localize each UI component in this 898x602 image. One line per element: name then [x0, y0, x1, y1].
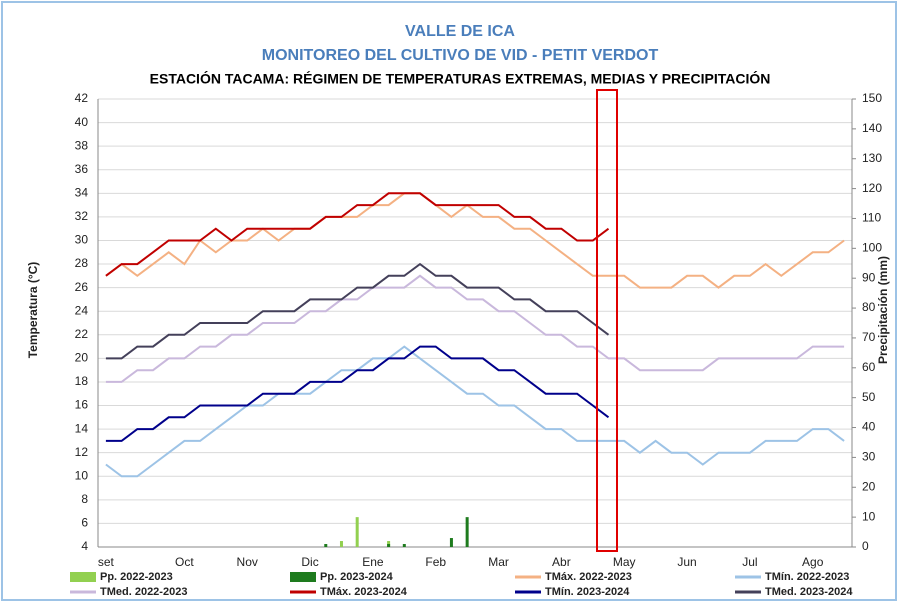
y2-tick-label: 50	[862, 390, 876, 404]
y-tick-label: 40	[75, 115, 89, 129]
x-tick-label: Jul	[742, 555, 757, 569]
y2-tick-label: 130	[862, 151, 882, 165]
y-tick-label: 18	[75, 374, 89, 388]
series-line	[105, 192, 610, 277]
y-tick-label: 36	[75, 162, 89, 176]
series-line	[105, 345, 845, 478]
y-tick-label: 24	[75, 303, 89, 317]
series-line	[105, 192, 845, 289]
y-tick-label: 34	[75, 185, 89, 199]
x-tick-label: Nov	[237, 555, 258, 569]
y2-tick-label: 110	[862, 211, 881, 225]
title: VALLE DE ICA	[405, 23, 515, 40]
precip-bar	[324, 544, 328, 547]
y-axis-label: Temperatura (°C)	[26, 262, 40, 359]
legend-label: TMín. 2023-2024	[545, 586, 630, 598]
x-tick-label: Mar	[488, 555, 509, 569]
legend-label: TMáx. 2022-2023	[545, 571, 632, 583]
y-tick-label: 38	[75, 138, 89, 152]
precip-bar	[339, 541, 343, 547]
y-tick-label: 30	[75, 233, 89, 247]
x-tick-label: Ene	[362, 555, 384, 569]
y2-tick-label: 20	[862, 479, 876, 493]
precip-bar	[465, 517, 469, 547]
y2-tick-label: 150	[862, 91, 882, 105]
y2-tick-label: 70	[862, 330, 876, 344]
y-tick-label: 22	[75, 327, 89, 341]
legend-swatch	[290, 572, 316, 582]
series-line	[105, 274, 845, 383]
series-line	[105, 262, 610, 360]
precip-bar	[402, 544, 406, 547]
x-tick-label: Ago	[802, 555, 824, 569]
x-tick-label: Feb	[425, 555, 446, 569]
y2-tick-label: 120	[862, 181, 882, 195]
y-tick-label: 10	[75, 468, 89, 482]
chart-title: ESTACIÓN TACAMA: RÉGIMEN DE TEMPERATURAS…	[150, 70, 771, 87]
precip-bar	[449, 538, 453, 547]
y-tick-label: 28	[75, 256, 89, 270]
y2-axis-label: Precipitación (mm)	[876, 256, 890, 364]
legend-label: Pp. 2023-2024	[320, 571, 394, 583]
legend-swatch	[70, 572, 96, 582]
subtitle: MONITOREO DEL CULTIVO DE VID - PETIT VER…	[262, 47, 659, 64]
x-tick-label: Oct	[175, 555, 194, 569]
y2-tick-label: 0	[862, 539, 869, 553]
y2-tick-label: 40	[862, 420, 876, 434]
x-tick-label: Dic	[301, 555, 318, 569]
y-tick-label: 16	[75, 398, 89, 412]
y-tick-label: 12	[75, 445, 89, 459]
y2-tick-label: 140	[862, 121, 882, 135]
y2-tick-label: 100	[862, 241, 882, 255]
series-line	[105, 345, 610, 442]
y-tick-label: 6	[81, 516, 88, 530]
precip-bar	[355, 517, 359, 547]
x-tick-label: Jun	[677, 555, 696, 569]
y2-tick-label: 80	[862, 300, 876, 314]
legend-label: TMed. 2022-2023	[100, 586, 187, 598]
y2-tick-label: 60	[862, 360, 876, 374]
y-tick-label: 42	[75, 91, 89, 105]
y-tick-label: 8	[81, 492, 88, 506]
x-tick-label: May	[613, 555, 636, 569]
precip-bar	[387, 544, 391, 547]
y-tick-label: 4	[81, 539, 88, 553]
y2-tick-label: 90	[862, 270, 876, 284]
legend-label: TMed. 2023-2024	[765, 586, 853, 598]
y-tick-label: 26	[75, 280, 89, 294]
y2-tick-label: 30	[862, 450, 876, 464]
x-tick-label: set	[98, 555, 115, 569]
legend-label: TMín. 2022-2023	[765, 571, 849, 583]
legend-label: Pp. 2022-2023	[100, 571, 173, 583]
y-tick-label: 14	[75, 421, 89, 435]
x-tick-label: Abr	[552, 555, 571, 569]
y-tick-label: 20	[75, 351, 89, 365]
y2-tick-label: 10	[862, 509, 876, 523]
legend-label: TMáx. 2023-2024	[320, 586, 408, 598]
y-tick-label: 32	[75, 209, 89, 223]
highlight-box	[596, 89, 618, 552]
